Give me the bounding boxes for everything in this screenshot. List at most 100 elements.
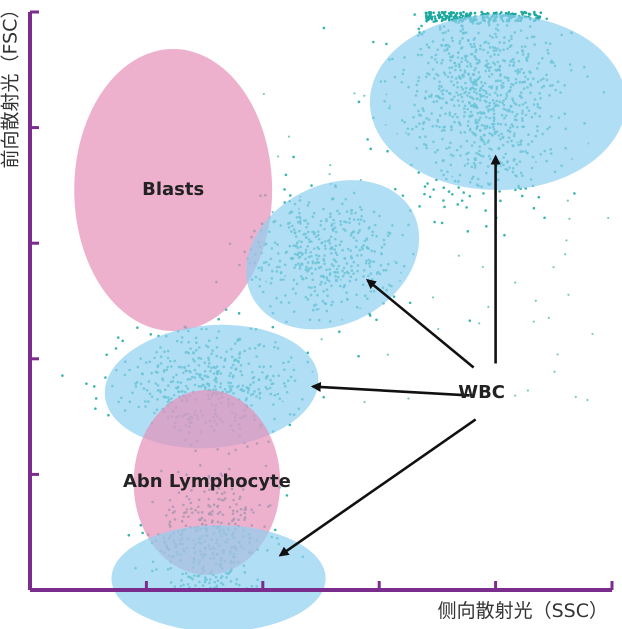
data-point: [460, 199, 464, 202]
data-point: [478, 322, 481, 325]
annotation-arrow: [310, 382, 470, 397]
data-point: [417, 171, 421, 174]
data-point: [363, 94, 366, 97]
data-point: [534, 13, 538, 17]
data-point: [277, 155, 280, 158]
data-point: [556, 353, 559, 356]
data-point: [428, 195, 432, 199]
data-point: [432, 11, 435, 15]
data-point: [447, 16, 451, 19]
data-point: [104, 376, 107, 379]
data-point: [423, 192, 426, 196]
y-axis-label: 前向散射光（FSC）: [0, 0, 22, 169]
data-point: [430, 17, 434, 21]
region-label-abn-lymphocyte: Abn Lymphocyte: [122, 471, 291, 493]
data-point: [434, 17, 437, 21]
blue-gate-region: [369, 14, 622, 190]
data-point: [338, 330, 341, 333]
data-point: [565, 239, 568, 242]
data-point: [526, 389, 529, 392]
data-point: [443, 205, 446, 209]
data-point: [461, 14, 465, 18]
annotation-arrow: [278, 418, 477, 557]
data-point: [322, 395, 325, 399]
data-point: [543, 216, 546, 220]
data-point: [487, 305, 490, 308]
data-point: [426, 182, 429, 185]
data-point: [121, 339, 125, 343]
data-point: [149, 333, 153, 336]
data-point: [586, 398, 589, 402]
data-point: [284, 173, 288, 177]
data-point: [607, 216, 610, 220]
data-point: [273, 528, 277, 532]
data-point: [591, 332, 594, 336]
data-point: [329, 163, 332, 167]
data-point: [440, 221, 444, 225]
data-point: [92, 385, 96, 388]
data-point: [468, 319, 472, 322]
data-point: [454, 13, 458, 16]
data-point: [443, 17, 447, 21]
data-point: [573, 192, 576, 195]
data-point: [386, 149, 389, 153]
data-point: [385, 42, 388, 46]
data-point: [437, 327, 440, 331]
x-axis-label: 侧向散射光（SSC）: [437, 600, 608, 622]
data-point: [372, 40, 375, 44]
data-point: [485, 225, 488, 228]
data-point: [413, 13, 416, 16]
data-point: [440, 11, 444, 14]
data-point: [420, 24, 423, 28]
data-point: [564, 253, 567, 256]
data-point: [366, 138, 369, 141]
data-point: [107, 413, 110, 417]
data-point: [532, 320, 535, 323]
data-point: [271, 210, 274, 214]
data-point: [503, 233, 506, 237]
data-point: [328, 173, 331, 176]
data-point: [568, 217, 571, 220]
data-point: [237, 312, 241, 315]
data-point: [427, 10, 431, 14]
data-point: [425, 15, 428, 18]
data-point: [442, 199, 445, 202]
data-point: [521, 13, 524, 16]
data-point: [94, 407, 97, 410]
data-point: [85, 382, 88, 385]
data-point: [432, 188, 435, 191]
data-point: [459, 11, 462, 15]
data-point: [499, 199, 502, 203]
data-point: [536, 14, 540, 18]
data-point: [449, 11, 452, 15]
data-point: [288, 423, 292, 427]
data-point: [520, 194, 524, 198]
data-point: [514, 281, 517, 284]
data-point: [452, 11, 456, 15]
data-point: [262, 92, 265, 96]
annotation-arrows: [278, 154, 501, 557]
data-point: [431, 296, 435, 299]
data-point: [442, 186, 446, 190]
data-point: [457, 254, 460, 257]
blue-gate-region: [111, 525, 326, 629]
data-point: [285, 494, 289, 497]
data-point: [353, 92, 356, 95]
data-point: [567, 293, 570, 296]
data-point: [466, 230, 470, 233]
data-point: [545, 17, 549, 21]
data-point: [363, 400, 366, 404]
data-point: [443, 10, 447, 14]
data-point: [566, 199, 569, 202]
data-point: [524, 11, 528, 15]
data-point: [462, 10, 465, 14]
data-point: [418, 205, 421, 208]
blue-gate-region: [246, 180, 420, 330]
data-point: [114, 347, 118, 350]
data-point: [393, 187, 397, 191]
population-regions: [74, 14, 622, 629]
data-point: [357, 100, 361, 104]
data-point: [443, 14, 446, 17]
data-point: [408, 301, 412, 305]
